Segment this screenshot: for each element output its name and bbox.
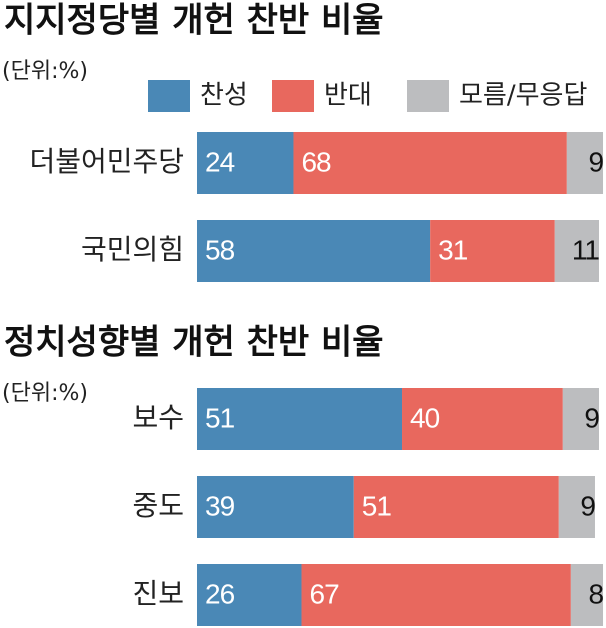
value-label: 11 bbox=[572, 234, 599, 265]
legend-label: 찬성 bbox=[200, 81, 248, 111]
bar-segment bbox=[430, 220, 555, 282]
value-label: 67 bbox=[310, 578, 340, 609]
category-label: 국민의힘 bbox=[81, 233, 184, 266]
category-label: 중도 bbox=[132, 489, 184, 522]
unit-label: (단위:%) bbox=[2, 381, 88, 406]
value-label: 68 bbox=[301, 146, 331, 177]
bar-segment bbox=[293, 132, 567, 194]
bar-segment bbox=[197, 220, 431, 282]
value-label: 51 bbox=[205, 402, 235, 433]
value-label: 51 bbox=[362, 490, 392, 521]
value-label: 9 bbox=[588, 146, 603, 177]
legend-label: 반대 bbox=[324, 81, 372, 111]
legend-swatch bbox=[407, 80, 449, 112]
chart-title: 정치성향별 개헌 찬반 비율 bbox=[4, 323, 384, 363]
value-label: 39 bbox=[205, 490, 235, 521]
category-label: 보수 bbox=[132, 401, 184, 434]
bar-segment bbox=[197, 476, 354, 538]
unit-label: (단위:%) bbox=[2, 59, 88, 84]
bar-segment bbox=[566, 132, 604, 194]
bar-segment bbox=[197, 564, 302, 626]
legend-swatch bbox=[272, 80, 314, 112]
bar-segment bbox=[554, 220, 599, 282]
legend-label: 모름/무응답 bbox=[459, 81, 587, 111]
value-label: 58 bbox=[205, 234, 235, 265]
bar-segment bbox=[301, 564, 571, 626]
value-label: 9 bbox=[580, 490, 595, 521]
bar-segment bbox=[402, 388, 563, 450]
category-label: 진보 bbox=[132, 577, 184, 610]
bar-segment bbox=[558, 476, 595, 538]
bar-segment bbox=[562, 388, 599, 450]
bar-segment bbox=[197, 388, 403, 450]
value-label: 40 bbox=[410, 402, 440, 433]
value-label: 24 bbox=[205, 146, 235, 177]
chart-title: 지지정당별 개헌 찬반 비율 bbox=[4, 1, 384, 41]
value-label: 9 bbox=[584, 402, 599, 433]
legend-swatch bbox=[148, 80, 190, 112]
bar-segment bbox=[570, 564, 604, 626]
bar-segment bbox=[197, 132, 294, 194]
bar-segment bbox=[353, 476, 559, 538]
value-label: 8 bbox=[588, 578, 603, 609]
category-label: 더불어민주당 bbox=[29, 145, 184, 178]
value-label: 31 bbox=[438, 234, 468, 265]
value-label: 26 bbox=[205, 578, 235, 609]
